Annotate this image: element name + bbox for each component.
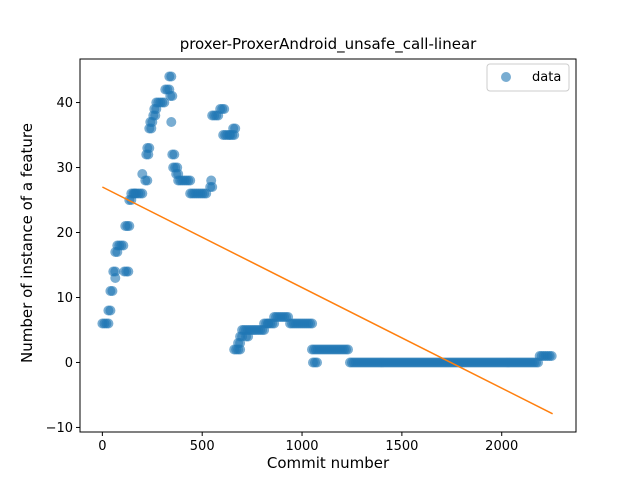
data-point [124,221,135,231]
x-axis-label: Commit number [267,454,390,472]
data-point [219,104,230,114]
data-point [166,71,177,82]
data-point [137,169,148,179]
data-point [312,357,322,368]
data-point [307,318,318,329]
y-tick-label: 40 [56,96,73,111]
data-point [167,91,178,101]
data-points [97,71,557,368]
data-point [235,344,246,355]
legend-marker-data [501,72,511,82]
y-axis-label: Number of instance of a feature [18,123,36,363]
plot-area [97,71,557,415]
data-point [123,266,134,277]
y-tick-label: 30 [56,161,73,176]
data-point [169,149,180,160]
data-point [185,175,196,186]
x-tick-label: 1500 [385,439,418,454]
data-point [118,240,129,251]
data-point [343,344,353,355]
y-tick-label: −10 [46,421,73,436]
legend-label-data: data [532,70,561,85]
y-tick-label: 10 [56,291,73,306]
chart-title: proxer-ProxerAndroid_unsafe_call-linear [180,35,477,54]
data-point [107,286,118,296]
plot-frame [79,58,577,433]
fit-line [102,186,553,415]
legend-box [486,63,570,92]
data-point [110,273,121,283]
x-tick-label: 1000 [285,439,318,454]
data-point [105,305,116,316]
data-point [166,117,177,127]
data-point [546,351,557,361]
data-point [230,123,241,134]
x-tick-label: 0 [98,439,106,454]
legend: data [486,63,570,92]
x-tick-label: 500 [190,439,215,454]
data-point [159,97,170,108]
data-point [206,175,217,186]
data-point [137,188,148,199]
data-point [144,143,155,153]
y-tick-label: 0 [65,356,73,371]
y-tick-label: 20 [56,226,73,241]
x-tick-label: 2000 [485,439,518,454]
axes: 0 500 1000 1500 2000 −10 0 10 20 30 40 [46,58,577,454]
data-point [103,318,114,329]
